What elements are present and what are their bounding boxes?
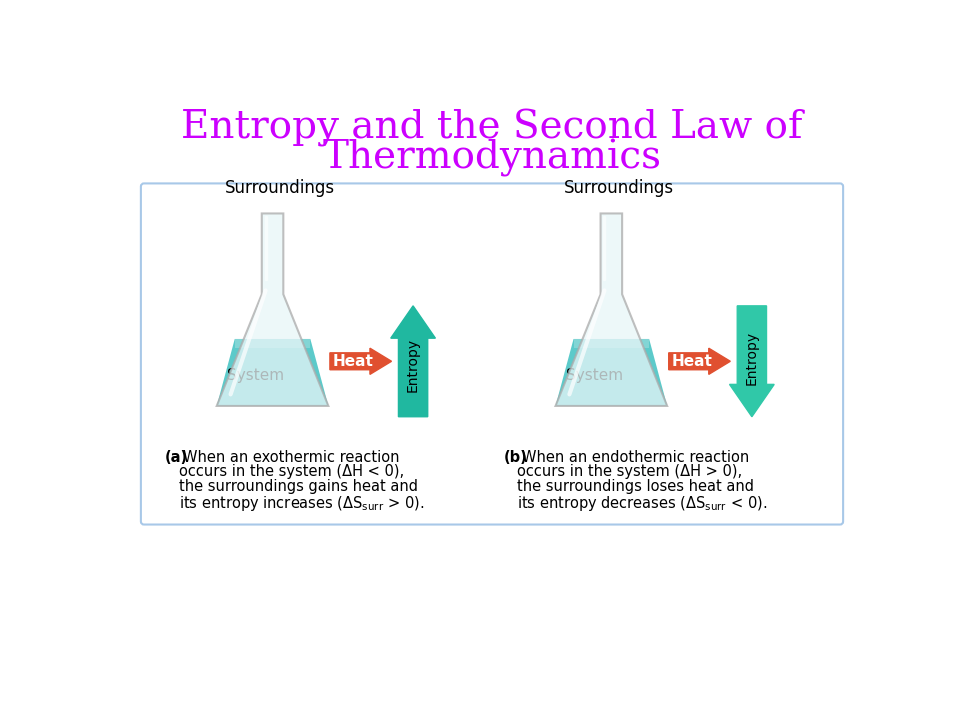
PathPatch shape xyxy=(556,213,667,406)
Text: occurs in the system (ΔH < 0),: occurs in the system (ΔH < 0), xyxy=(179,464,404,480)
Text: (a): (a) xyxy=(165,450,188,465)
Text: Heat: Heat xyxy=(333,354,374,369)
Text: Thermodynamics: Thermodynamics xyxy=(323,139,661,177)
FancyArrow shape xyxy=(730,306,774,417)
Text: its entropy decreases (ΔS$_{\mathsf{surr}}$ < 0).: its entropy decreases (ΔS$_{\mathsf{surr… xyxy=(517,494,768,513)
Polygon shape xyxy=(235,339,310,348)
Text: Entropy: Entropy xyxy=(406,338,420,392)
Text: System: System xyxy=(565,368,623,382)
Text: When an exothermic reaction: When an exothermic reaction xyxy=(183,450,399,465)
Text: the surroundings loses heat and: the surroundings loses heat and xyxy=(517,479,755,494)
Text: Surroundings: Surroundings xyxy=(226,179,335,197)
Text: Entropy and the Second Law of: Entropy and the Second Law of xyxy=(181,109,803,147)
FancyArrow shape xyxy=(330,348,392,374)
FancyArrow shape xyxy=(391,306,436,417)
Polygon shape xyxy=(556,339,667,406)
FancyBboxPatch shape xyxy=(141,184,843,525)
Text: the surroundings gains heat and: the surroundings gains heat and xyxy=(179,479,418,494)
Text: System: System xyxy=(228,368,284,382)
Text: (b): (b) xyxy=(504,450,527,465)
Text: its entropy increases (ΔS$_{\mathsf{surr}}$ > 0).: its entropy increases (ΔS$_{\mathsf{surr… xyxy=(179,494,424,513)
Polygon shape xyxy=(573,339,649,348)
Text: When an endothermic reaction: When an endothermic reaction xyxy=(522,450,749,465)
Polygon shape xyxy=(217,339,328,406)
Text: Entropy: Entropy xyxy=(745,330,758,384)
Text: Heat: Heat xyxy=(672,354,712,369)
FancyArrow shape xyxy=(669,348,731,374)
Text: Surroundings: Surroundings xyxy=(564,179,674,197)
PathPatch shape xyxy=(217,213,328,406)
Text: occurs in the system (ΔH > 0),: occurs in the system (ΔH > 0), xyxy=(517,464,742,480)
